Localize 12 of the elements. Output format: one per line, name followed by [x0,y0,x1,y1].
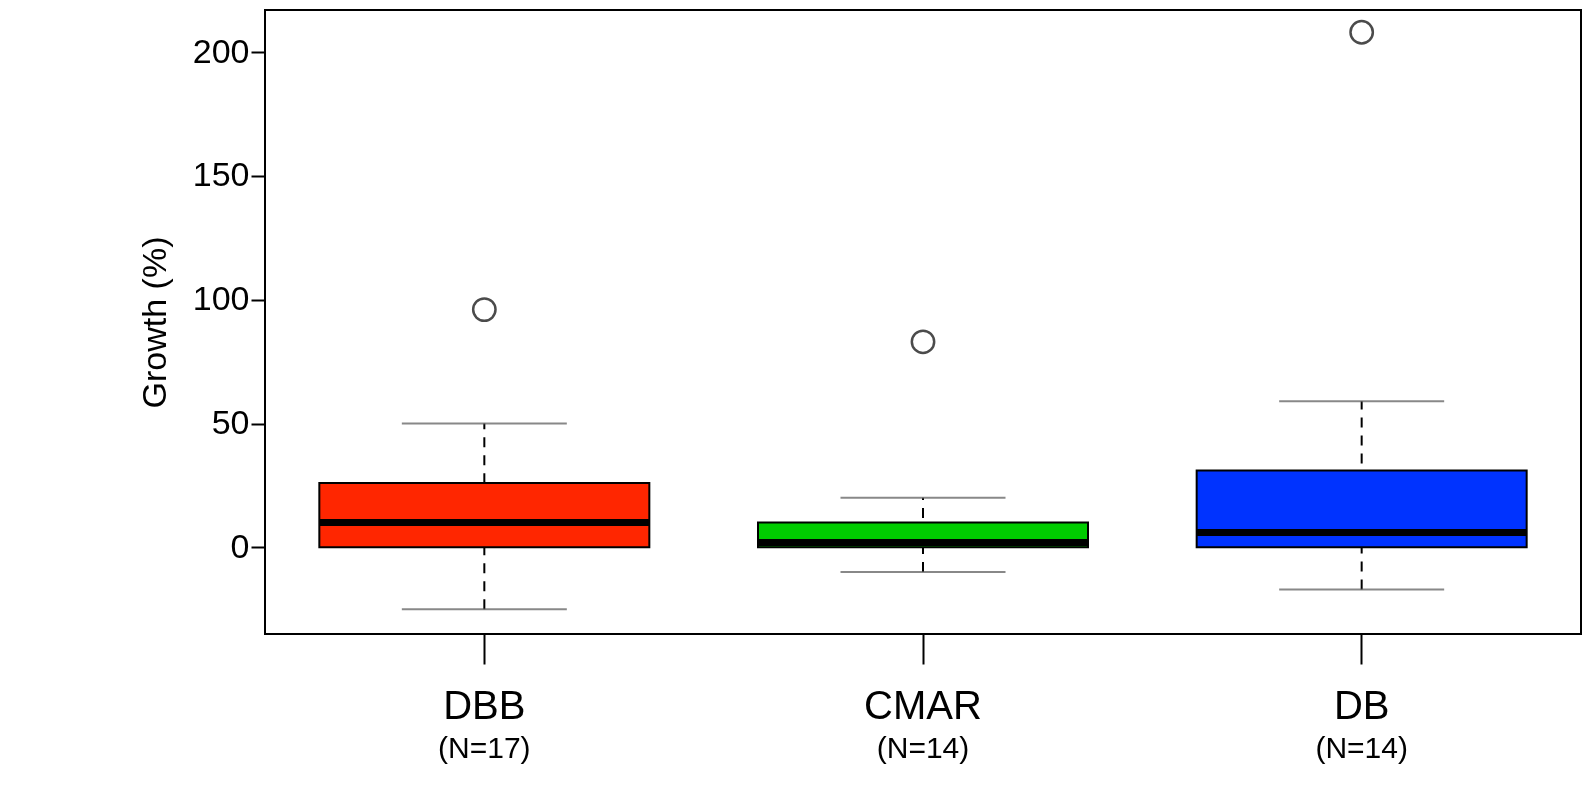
text: (N=17) [438,731,531,764]
x-tick-label: DBB [443,682,526,727]
y-tick-label: 0 [230,526,250,565]
text: (N=14) [876,731,970,764]
x-tick-label: DB [1333,682,1390,727]
text: (N=14) [1315,731,1408,764]
x-tick-label: CMAR [864,682,982,727]
y-tick-label: 100 [192,279,250,318]
y-axis-title: Growth (%) [134,236,173,409]
y-tick-label: 150 [192,155,250,194]
y-tick-label: 50 [211,403,250,442]
y-tick-label: 200 [192,31,250,70]
